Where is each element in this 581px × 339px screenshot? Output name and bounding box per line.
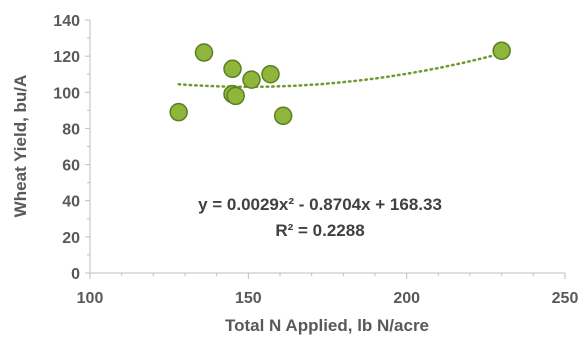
y-tick-label: 40 — [62, 194, 80, 211]
y-tick-label: 80 — [62, 121, 80, 138]
data-point — [492, 41, 511, 60]
y-tick-label: 120 — [53, 49, 80, 66]
trendline-r-squared: R² = 0.2288 — [275, 221, 364, 240]
data-point — [169, 102, 188, 122]
x-axis-title: Total N Applied, lb N/acre — [225, 316, 429, 335]
x-tick-label: 100 — [77, 290, 104, 307]
y-tick-label: 60 — [62, 158, 80, 175]
data-points — [169, 41, 511, 126]
axes — [85, 19, 566, 279]
data-point — [223, 59, 242, 79]
data-point — [242, 70, 261, 89]
y-tick-label: 0 — [71, 266, 80, 283]
tick-labels: 0 20 40 60 80 100 120 140 100 150 200 250 — [53, 13, 578, 307]
data-point — [261, 64, 280, 84]
trendline-equation: y = 0.0029x² - 0.8704x + 168.33 — [198, 195, 442, 214]
y-tick-label: 100 — [53, 85, 80, 102]
y-tick-label: 140 — [53, 13, 80, 30]
y-tick-label: 20 — [62, 230, 80, 247]
data-point — [273, 106, 293, 126]
x-tick-label: 150 — [235, 290, 262, 307]
data-point — [226, 86, 245, 106]
x-tick-label: 250 — [552, 290, 579, 307]
y-axis-title: Wheat Yield, bu/A — [11, 75, 30, 218]
data-point — [194, 43, 214, 62]
x-tick-label: 200 — [393, 290, 420, 307]
